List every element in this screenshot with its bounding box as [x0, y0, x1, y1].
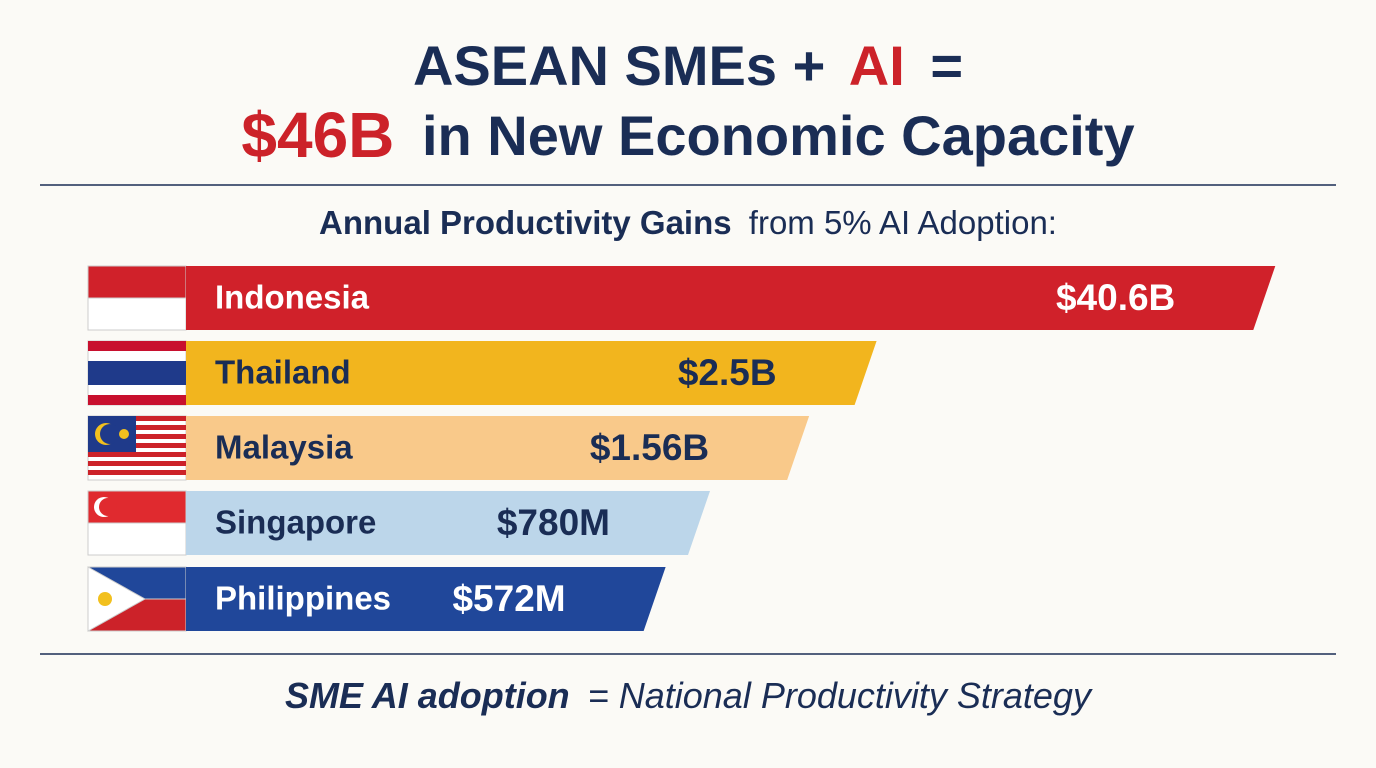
subtitle-rest: from 5% AI Adoption:	[749, 204, 1057, 241]
bar	[186, 341, 877, 405]
title-line-1: ASEAN SMEs + AI =	[413, 34, 963, 97]
category-label: Thailand	[215, 354, 351, 391]
value-label: $40.6B	[1056, 277, 1175, 318]
value-label: $780M	[497, 502, 610, 543]
subtitle: Annual Productivity Gains from 5% AI Ado…	[319, 204, 1057, 241]
value-label: $1.56B	[590, 427, 709, 468]
category-label: Philippines	[215, 580, 391, 617]
title-line-2: $46B in New Economic Capacity	[241, 99, 1134, 171]
value-label: $2.5B	[678, 352, 777, 393]
flag-philippines	[87, 566, 187, 632]
flag-thailand	[87, 340, 187, 406]
category-label: Singapore	[215, 504, 376, 541]
flag-indonesia	[87, 265, 187, 331]
title-part: ASEAN SMEs +	[413, 34, 825, 97]
title-highlight: $46B	[241, 99, 394, 171]
bars: Indonesia $40.6B Thailand $2.5B Malaysia $1.5…	[186, 266, 1276, 631]
bar	[186, 491, 710, 555]
category-label: Indonesia	[215, 279, 370, 316]
flags	[87, 265, 187, 632]
value-label: $572M	[452, 578, 565, 619]
bar	[186, 416, 810, 480]
footer-bold: SME AI adoption	[285, 675, 570, 716]
title-part: in New Economic Capacity	[422, 104, 1135, 167]
title-part: =	[930, 34, 963, 97]
title-highlight: AI	[849, 34, 905, 97]
bar	[186, 266, 1276, 330]
category-label: Malaysia	[215, 429, 353, 466]
footer-rest: = National Productivity Strategy	[588, 675, 1093, 716]
bar	[186, 567, 666, 631]
flag-malaysia	[87, 415, 187, 481]
footer: SME AI adoption = National Productivity …	[285, 675, 1093, 716]
subtitle-bold: Annual Productivity Gains	[319, 204, 732, 241]
flag-singapore	[87, 490, 187, 556]
